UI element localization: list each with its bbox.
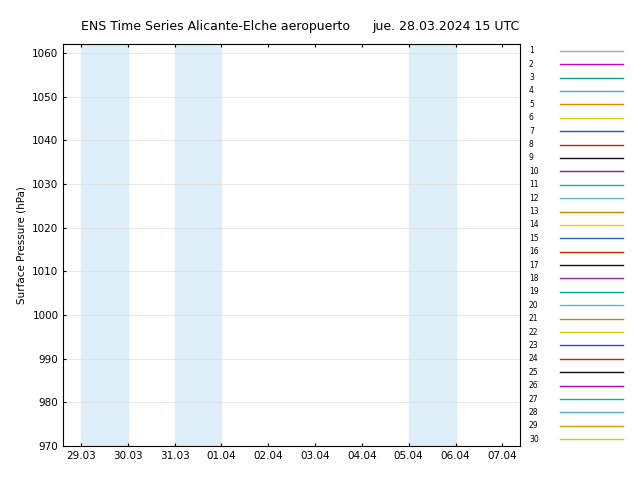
Text: 2: 2 [529, 60, 534, 69]
Bar [409, 44, 455, 446]
Text: 28: 28 [529, 408, 538, 417]
Text: 20: 20 [529, 301, 538, 310]
Text: 1: 1 [529, 46, 534, 55]
Text: 10: 10 [529, 167, 538, 176]
Y-axis label: Surface Pressure (hPa): Surface Pressure (hPa) [16, 186, 27, 304]
Text: 14: 14 [529, 220, 538, 229]
Text: ENS Time Series Alicante-Elche aeropuerto: ENS Time Series Alicante-Elche aeropuert… [81, 20, 350, 33]
Text: 11: 11 [529, 180, 538, 189]
Text: 17: 17 [529, 261, 538, 270]
Text: 16: 16 [529, 247, 538, 256]
Text: 9: 9 [529, 153, 534, 163]
Text: 4: 4 [529, 86, 534, 96]
Text: 12: 12 [529, 194, 538, 203]
Text: 13: 13 [529, 207, 538, 216]
Text: 23: 23 [529, 341, 538, 350]
Text: 30: 30 [529, 435, 539, 444]
Text: 24: 24 [529, 354, 538, 364]
Bar [81, 44, 128, 446]
Text: 22: 22 [529, 327, 538, 337]
Text: 5: 5 [529, 100, 534, 109]
Text: 19: 19 [529, 287, 538, 296]
Bar [174, 44, 221, 446]
Text: 3: 3 [529, 73, 534, 82]
Text: 27: 27 [529, 394, 538, 404]
Text: 8: 8 [529, 140, 534, 149]
Text: 7: 7 [529, 126, 534, 136]
Text: jue. 28.03.2024 15 UTC: jue. 28.03.2024 15 UTC [373, 20, 520, 33]
Text: 29: 29 [529, 421, 538, 430]
Text: 26: 26 [529, 381, 538, 390]
Text: 18: 18 [529, 274, 538, 283]
Text: 6: 6 [529, 113, 534, 122]
Text: 21: 21 [529, 314, 538, 323]
Text: 15: 15 [529, 234, 538, 243]
Text: 25: 25 [529, 368, 538, 377]
